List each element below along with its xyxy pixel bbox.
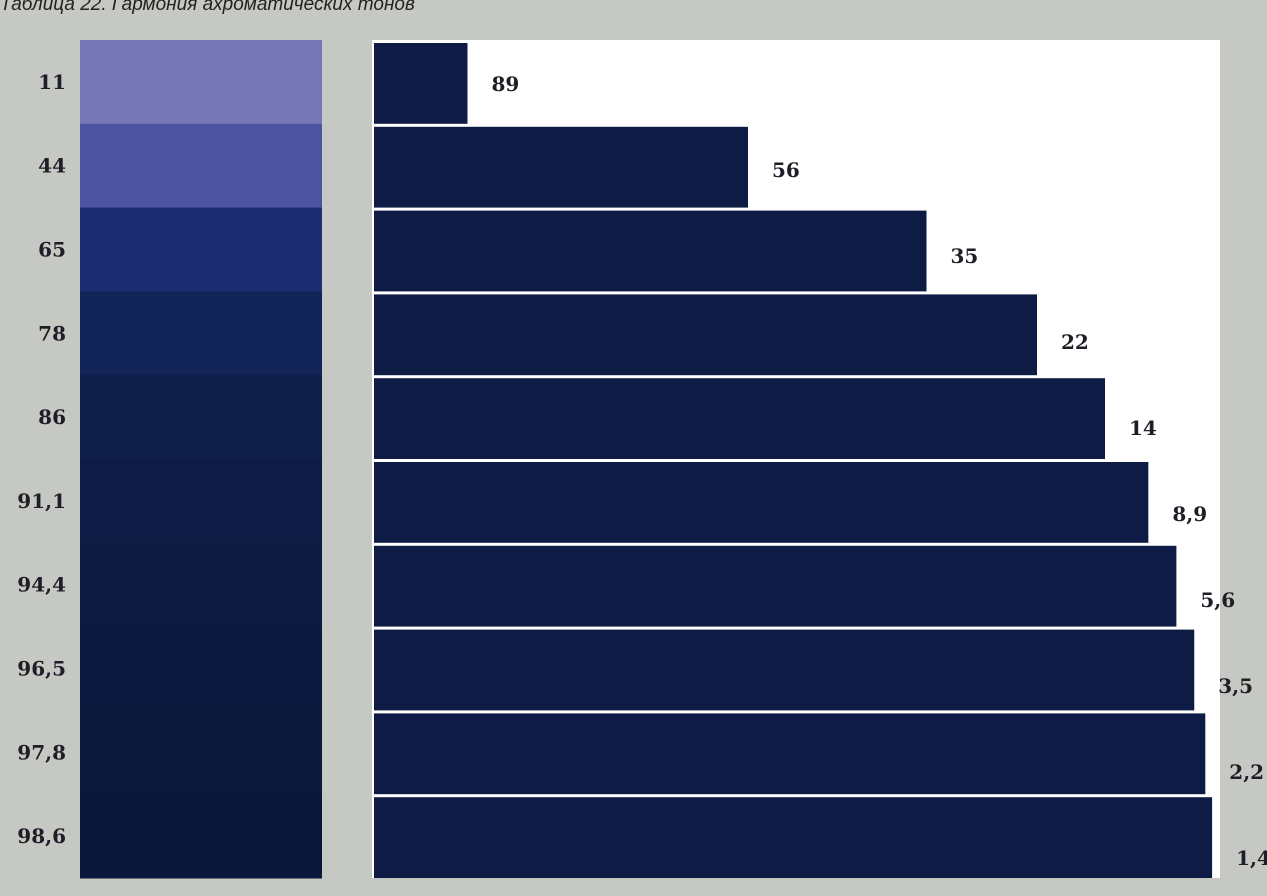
bar-4 (374, 294, 1037, 376)
value-label-10: 1,4 (1236, 846, 1267, 870)
swatch-8 (80, 626, 322, 711)
bar-10 (374, 797, 1213, 878)
category-label-1: 11 (38, 70, 66, 94)
value-label-3: 35 (951, 244, 979, 268)
bar-7 (374, 545, 1177, 627)
value-label-5: 14 (1129, 416, 1157, 440)
value-label-9: 2,2 (1229, 760, 1264, 784)
swatch-1 (80, 40, 322, 125)
swatch-5 (80, 375, 322, 460)
value-label-2: 56 (772, 158, 800, 182)
category-label-9: 97,8 (17, 740, 66, 764)
swatch-7 (80, 542, 322, 628)
bar-1 (374, 43, 468, 124)
figure-caption: Таблица 22. Гармония ахроматических тоно… (0, 0, 415, 15)
value-label-1: 89 (492, 72, 520, 96)
bar-2 (374, 126, 748, 208)
category-label-6: 91,1 (17, 489, 66, 513)
value-label-4: 22 (1061, 330, 1089, 354)
bar-8 (374, 629, 1195, 711)
bar-3 (374, 210, 927, 292)
swatch-9 (80, 710, 322, 795)
swatch-4 (80, 291, 322, 376)
category-label-10: 98,6 (17, 824, 66, 848)
category-label-3: 65 (38, 238, 66, 262)
value-label-6: 8,9 (1172, 502, 1207, 526)
category-label-5: 86 (38, 405, 66, 429)
category-label-7: 94,4 (17, 573, 66, 597)
category-label-8: 96,5 (17, 657, 66, 681)
value-label-8: 3,5 (1218, 674, 1253, 698)
swatch-2 (80, 123, 322, 209)
bar-6 (374, 462, 1149, 543)
swatch-10 (80, 794, 322, 879)
category-label-2: 44 (38, 154, 66, 178)
swatch-6 (80, 459, 322, 544)
category-label-4: 78 (38, 321, 66, 345)
bar-5 (374, 378, 1105, 459)
swatch-3 (80, 207, 322, 292)
bar-9 (374, 713, 1206, 795)
value-label-7: 5,6 (1200, 588, 1235, 612)
